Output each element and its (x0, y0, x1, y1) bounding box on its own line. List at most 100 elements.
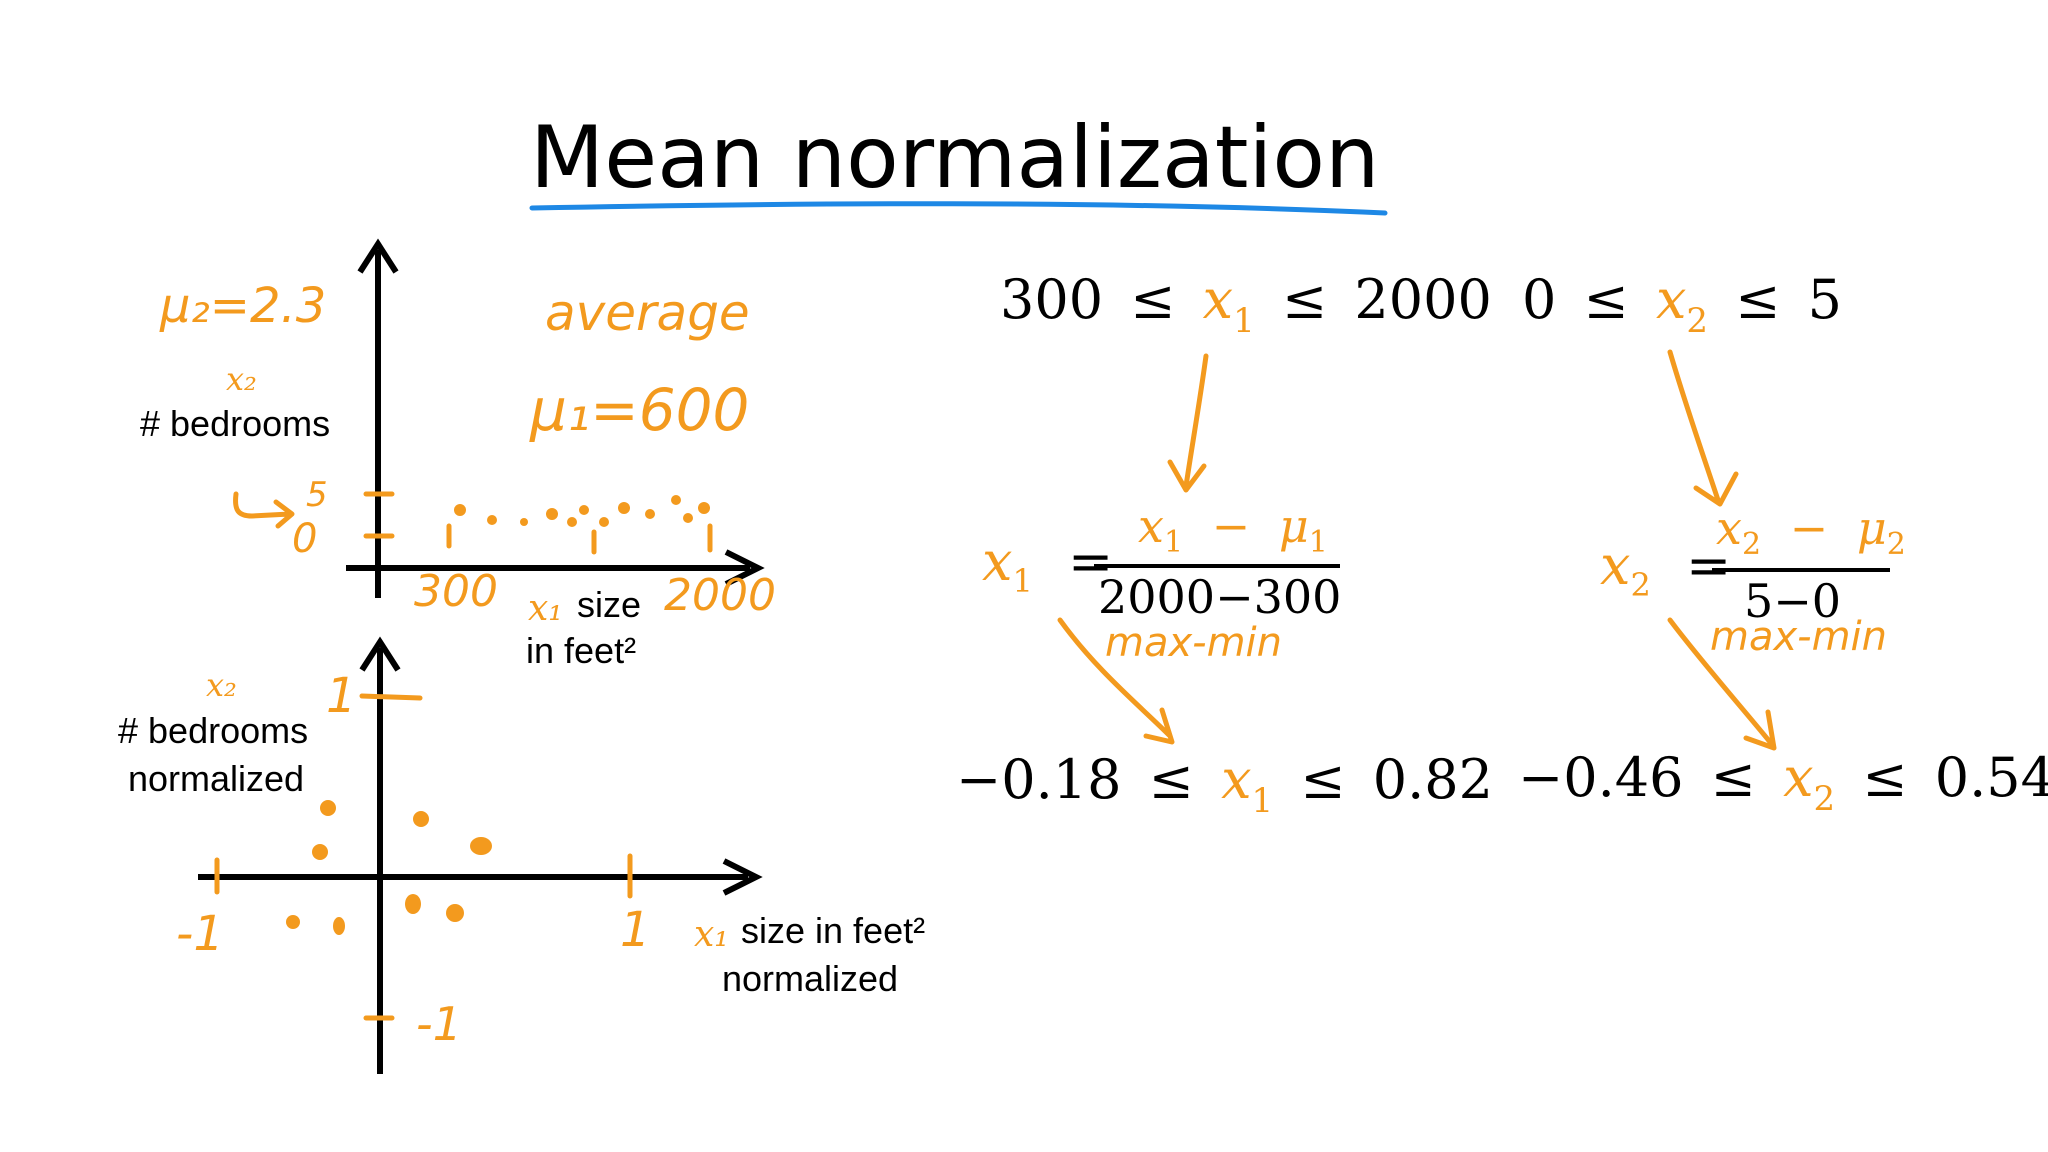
range-x1-leq-right: ≤ (1282, 268, 1327, 331)
formula-x2-numerator: x2 − μ2 (1716, 501, 1906, 565)
range-x2-low: 0 (1522, 268, 1556, 331)
formula-x2-equals: = (1686, 534, 1731, 597)
top-plot-tick-label-2000: 2000 (664, 570, 776, 621)
bottom-plot-y-arrowhead (359, 636, 401, 672)
bottom-point (413, 811, 429, 827)
page-title: Mean normalization (530, 108, 1379, 208)
bottom-plot-x-axis-label-1: size in feet² (741, 910, 925, 951)
top-plot-tick-label-300: 300 (414, 566, 498, 617)
formula-x2-denominator: 5−0 (1744, 574, 1841, 628)
arrow-range-to-formula-x2 (1667, 349, 1739, 507)
range-x2-leq-right: ≤ (1735, 268, 1780, 331)
formula-x2-lhs-var: x (1600, 534, 1630, 597)
result-x1-var: x (1221, 748, 1251, 811)
result-x2-leq-left: ≤ (1711, 746, 1756, 809)
result-x2-high: 0.54 (1935, 746, 2048, 809)
range-x1: 300 ≤ x1 ≤ 2000 (1000, 268, 1492, 345)
bottom-plot-x-arrowhead (722, 858, 763, 896)
formula-x1-lhs-var: x (982, 530, 1012, 593)
formula-x2-num-sub: 2 (1742, 527, 1761, 562)
range-x1-sub: 1 (1233, 301, 1255, 341)
range-x1-var: x (1203, 268, 1233, 331)
formula-x1-note: max-min (1105, 620, 1282, 666)
top-point (683, 513, 693, 523)
range-x2-sub: 2 (1686, 301, 1708, 341)
result-x1-leq-right: ≤ (1300, 748, 1345, 811)
range-x2-var: x (1656, 268, 1686, 331)
bottom-plot-tick-y-1 (359, 693, 423, 701)
top-plot-x2-label: x₂ (226, 360, 257, 398)
bottom-plot-tick-label-1: 1 (326, 668, 357, 724)
arrow-formula-to-result-x1 (1057, 617, 1175, 745)
top-point (567, 517, 577, 527)
bottom-point (312, 844, 328, 860)
range-x2-high: 5 (1808, 268, 1842, 331)
bottom-point (446, 904, 464, 922)
result-x2-low: −0.46 (1518, 746, 1683, 809)
top-point (698, 502, 710, 514)
formula-x2-note: max-min (1710, 614, 1887, 660)
top-point (487, 515, 497, 525)
formula-x2-lhs: x2 = (1600, 534, 1731, 609)
formula-x1-num-minus: − (1212, 499, 1251, 553)
top-plot-tick-label-0: 0 (292, 516, 317, 562)
result-x1-high: 0.82 (1373, 748, 1493, 811)
result-x2-leq-right: ≤ (1862, 746, 1907, 809)
formula-x2-lhs-sub: 2 (1630, 566, 1650, 604)
range-x1-low: 300 (1000, 268, 1103, 331)
range-x1-high: 2000 (1354, 268, 1491, 331)
top-plot-points (454, 495, 710, 527)
bottom-point (286, 915, 300, 929)
top-point (599, 517, 609, 527)
arrow-range-to-formula-x1 (1167, 353, 1209, 493)
result-x2-var: x (1783, 746, 1813, 809)
top-point (520, 518, 528, 526)
formula-x2: x2 = x2 − μ2 5−0 max-min (1600, 501, 1906, 660)
formula-x1-num-mu-sub: 1 (1309, 525, 1328, 560)
result-x1-leq-left: ≤ (1149, 748, 1194, 811)
bottom-plot-x1-label: x₁ (694, 914, 729, 955)
result-x1: −0.18 ≤ x1 ≤ 0.82 (956, 748, 1493, 825)
top-point (546, 508, 558, 520)
bottom-plot-x-axis-label-2: normalized (722, 958, 898, 999)
formula-x1: x1 = x1 − μ1 2000−300 max-min (982, 499, 1341, 666)
top-plot-x-axis-label-1: size (577, 584, 641, 625)
mu2-annotation: μ₂=2.3 (159, 278, 326, 334)
top-plot-y-axis-label: # bedrooms (140, 403, 330, 444)
range-x2: 0 ≤ x2 ≤ 5 (1522, 268, 1842, 345)
formula-x1-num-sub: 1 (1164, 525, 1183, 560)
bottom-point (333, 917, 345, 935)
top-plot-pointer-arrow (233, 491, 295, 529)
result-x1-sub: 1 (1252, 781, 1274, 821)
formula-x2-num-mu-sub: 2 (1887, 527, 1906, 562)
formula-x2-num-mu: μ (1857, 501, 1887, 555)
arrow-formula-to-result-x2 (1667, 617, 1777, 751)
top-point (579, 505, 589, 515)
bottom-point (405, 894, 421, 914)
top-plot-x-arrowhead (724, 549, 765, 587)
bottom-plot-y-axis-label-1: # bedrooms (118, 710, 308, 751)
formula-x1-num-mu: μ (1279, 499, 1309, 553)
range-x1-leq-left: ≤ (1130, 268, 1175, 331)
top-plot-x1-label: x₁ (528, 588, 563, 629)
top-plot-tick-label-5: 5 (306, 475, 328, 515)
average-annotation: average (545, 284, 750, 342)
formula-x1-lhs-sub: 1 (1012, 562, 1032, 600)
formula-x1-equals: = (1068, 530, 1113, 593)
formula-x1-lhs: x1 = (982, 530, 1113, 605)
top-point (454, 504, 466, 516)
top-point (671, 495, 681, 505)
bottom-plot-x2-label: x₂ (206, 666, 237, 704)
top-point (618, 502, 630, 514)
formula-x1-num-var: x (1138, 499, 1164, 553)
result-x2-sub: 2 (1814, 779, 1836, 819)
bottom-point (320, 800, 336, 816)
formula-x2-num-minus: − (1790, 501, 1829, 555)
result-x1-low: −0.18 (956, 748, 1121, 811)
bottom-plot-points (286, 800, 492, 935)
top-plot-x-axis-label-2: in feet² (526, 630, 636, 671)
bottom-plot: x₂ # bedrooms normalized 1 -1 -1 1 x₁ si… (118, 636, 925, 1074)
mu1-annotation: μ₁=600 (529, 376, 749, 444)
